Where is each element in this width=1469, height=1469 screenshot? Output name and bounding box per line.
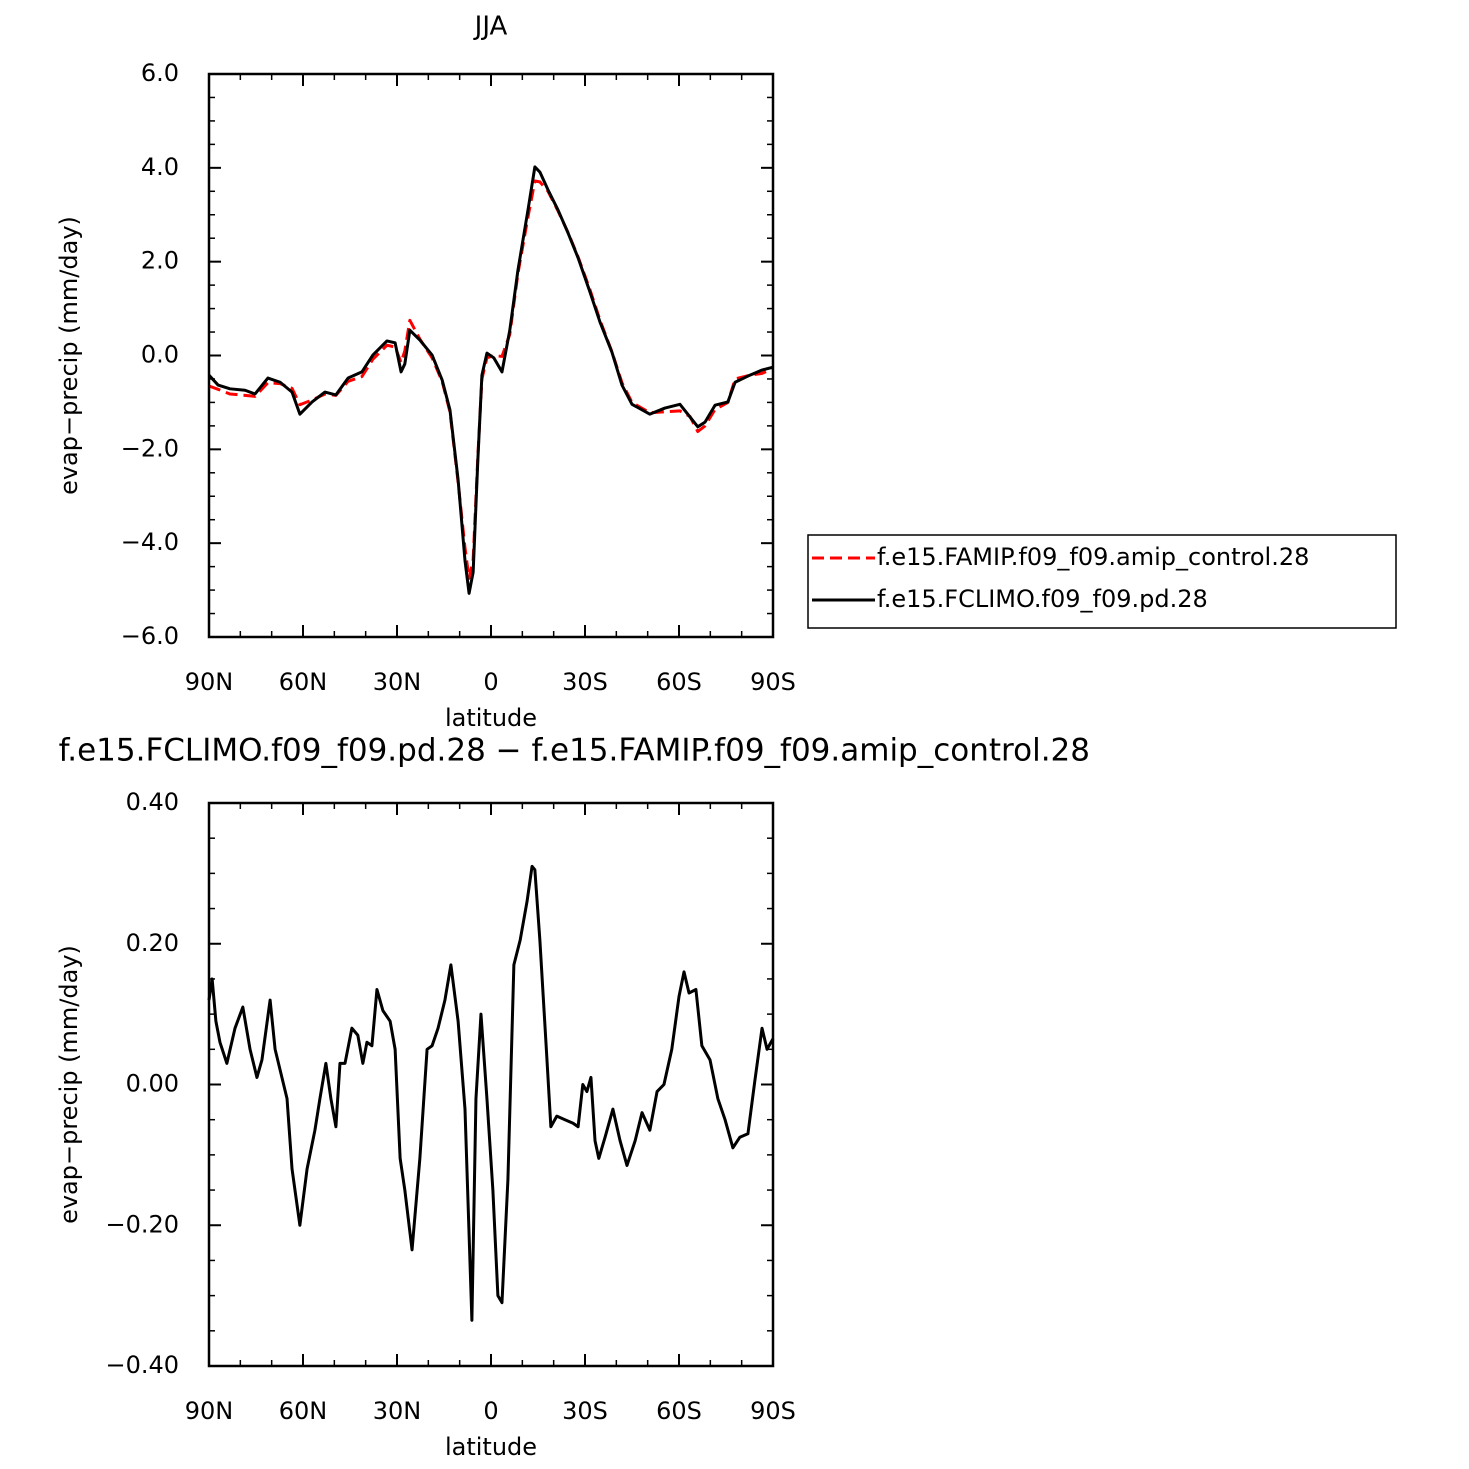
plot [207, 165, 774, 595]
x-tick-label: 90S [750, 1397, 796, 1425]
x-tick-label: 90N [185, 1397, 234, 1425]
data-line [207, 165, 774, 595]
x-tick-label: 30N [373, 668, 422, 696]
x-tick-label: 90N [185, 668, 234, 696]
x-tick-label: 60N [279, 1397, 328, 1425]
x-tick-label: 0 [483, 1397, 498, 1425]
x-tick-label: 90S [750, 668, 796, 696]
legend-label: f.e15.FAMIP.f09_f09.amip_control.28 [877, 543, 1309, 571]
y-tick-label: 4.0 [141, 153, 179, 181]
y-tick-label: −2.0 [121, 434, 179, 462]
chart-title: JJA [473, 12, 508, 42]
x-tick-label: 30S [562, 668, 608, 696]
x-tick-label: 30S [562, 1397, 608, 1425]
y-tick-label: −4.0 [121, 528, 179, 556]
legend: f.e15.FAMIP.f09_f09.amip_control.28 f.e15… [807, 534, 1397, 629]
y-tick-label: 0.0 [141, 341, 179, 369]
chart-title: f.e15.FCLIMO.f09_f09.pd.28 − f.e15.FAMIP… [59, 733, 1090, 769]
data-line [208, 179, 774, 580]
plot-frame [207, 801, 775, 1368]
plot [207, 864, 775, 1322]
legend-label: f.e15.FCLIMO.f09_f09.pd.28 [877, 585, 1208, 613]
y-tick-label: 2.0 [141, 247, 179, 275]
y-tick-label: 0.20 [126, 929, 179, 957]
x-tick-label: 60S [656, 668, 702, 696]
y-axis-label: evap−precip (mm/day) [55, 945, 83, 1224]
x-tick-label: 0 [483, 668, 498, 696]
y-tick-label: 0.00 [126, 1070, 179, 1098]
y-tick-label: −0.40 [105, 1351, 179, 1379]
legend-box [807, 534, 1397, 629]
y-axis-label: evap−precip (mm/day) [55, 216, 83, 495]
y-tick-label: −6.0 [121, 622, 179, 650]
x-axis-label: latitude [445, 704, 537, 732]
x-tick-label: 30N [373, 1397, 422, 1425]
y-tick-label: 0.40 [126, 788, 179, 816]
x-tick-label: 60S [656, 1397, 702, 1425]
y-tick-label: −0.20 [105, 1210, 179, 1238]
x-tick-label: 60N [279, 668, 328, 696]
data-line [207, 864, 775, 1322]
x-axis-label: latitude [445, 1433, 537, 1461]
y-tick-label: 6.0 [141, 59, 179, 87]
